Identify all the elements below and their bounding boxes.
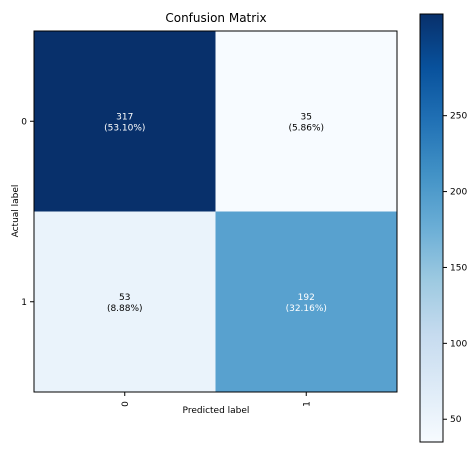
y-tick-label: 1	[21, 298, 27, 308]
x-tick-label: 0	[121, 401, 131, 407]
colorbar-tick-label: 250	[450, 112, 467, 122]
cell-label-1-1: 192 (32.16%)	[286, 293, 327, 314]
colorbar-tick-label: 150	[450, 263, 467, 273]
cell-label-1-0: 53 (8.88%)	[107, 293, 143, 314]
heatmap-cell-0-1	[215, 31, 397, 212]
x-axis-label: Predicted label	[183, 406, 250, 416]
colorbar-tick-label: 100	[450, 339, 467, 349]
y-axis-label: Actual label	[11, 185, 21, 238]
cell-label-0-0: 317 (53.10%)	[104, 112, 145, 133]
heatmap-cell-0-0	[34, 31, 216, 212]
chart-title: Confusion Matrix	[165, 11, 266, 25]
heatmap-cell-1-1	[215, 211, 397, 392]
y-tick-label: 0	[21, 117, 27, 127]
x-tick-label: 1	[302, 401, 312, 407]
colorbar-tick-label: 200	[450, 188, 467, 198]
plot-frame	[33, 30, 398, 393]
heatmap-cell-1-0	[34, 211, 216, 392]
cell-label-0-1: 35 (5.86%)	[288, 112, 324, 133]
colorbar-tick-label: 50	[450, 415, 462, 425]
colorbar	[419, 13, 444, 443]
